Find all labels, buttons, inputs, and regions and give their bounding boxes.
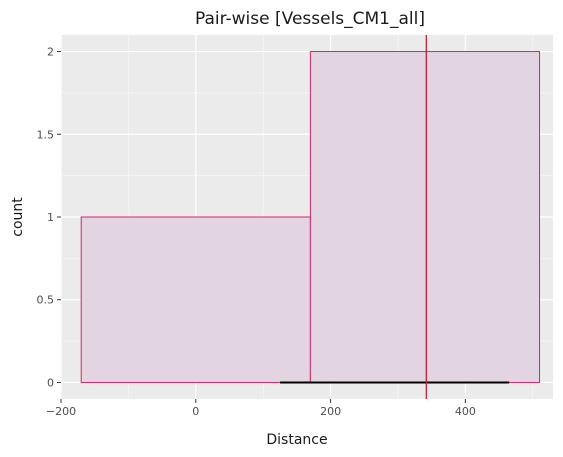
y-tick-label: 0.5 [37, 294, 55, 307]
x-tick-label: 400 [455, 405, 476, 418]
x-tick-label: −200 [46, 405, 76, 418]
histogram-bar-2 [309, 51, 541, 383]
y-tick-label: 0 [47, 376, 54, 389]
histogram-bar-1 [80, 216, 311, 383]
x-axis-title: Distance [266, 432, 327, 448]
bars [80, 51, 541, 383]
y-tick-label: 2 [47, 46, 54, 59]
x-axis: −200 0 200 400 [46, 399, 476, 418]
chart-title: Pair-wise [Vessels_CM1_all] [195, 9, 425, 29]
y-axis: 0 0.5 1 1.5 2 [37, 46, 61, 389]
overlays [280, 35, 510, 399]
y-axis-title: count [10, 197, 26, 237]
y-tick-label: 1 [47, 211, 54, 224]
y-tick-label: 1.5 [37, 128, 55, 141]
x-tick-label: 200 [320, 405, 341, 418]
x-tick-label: 0 [192, 405, 199, 418]
